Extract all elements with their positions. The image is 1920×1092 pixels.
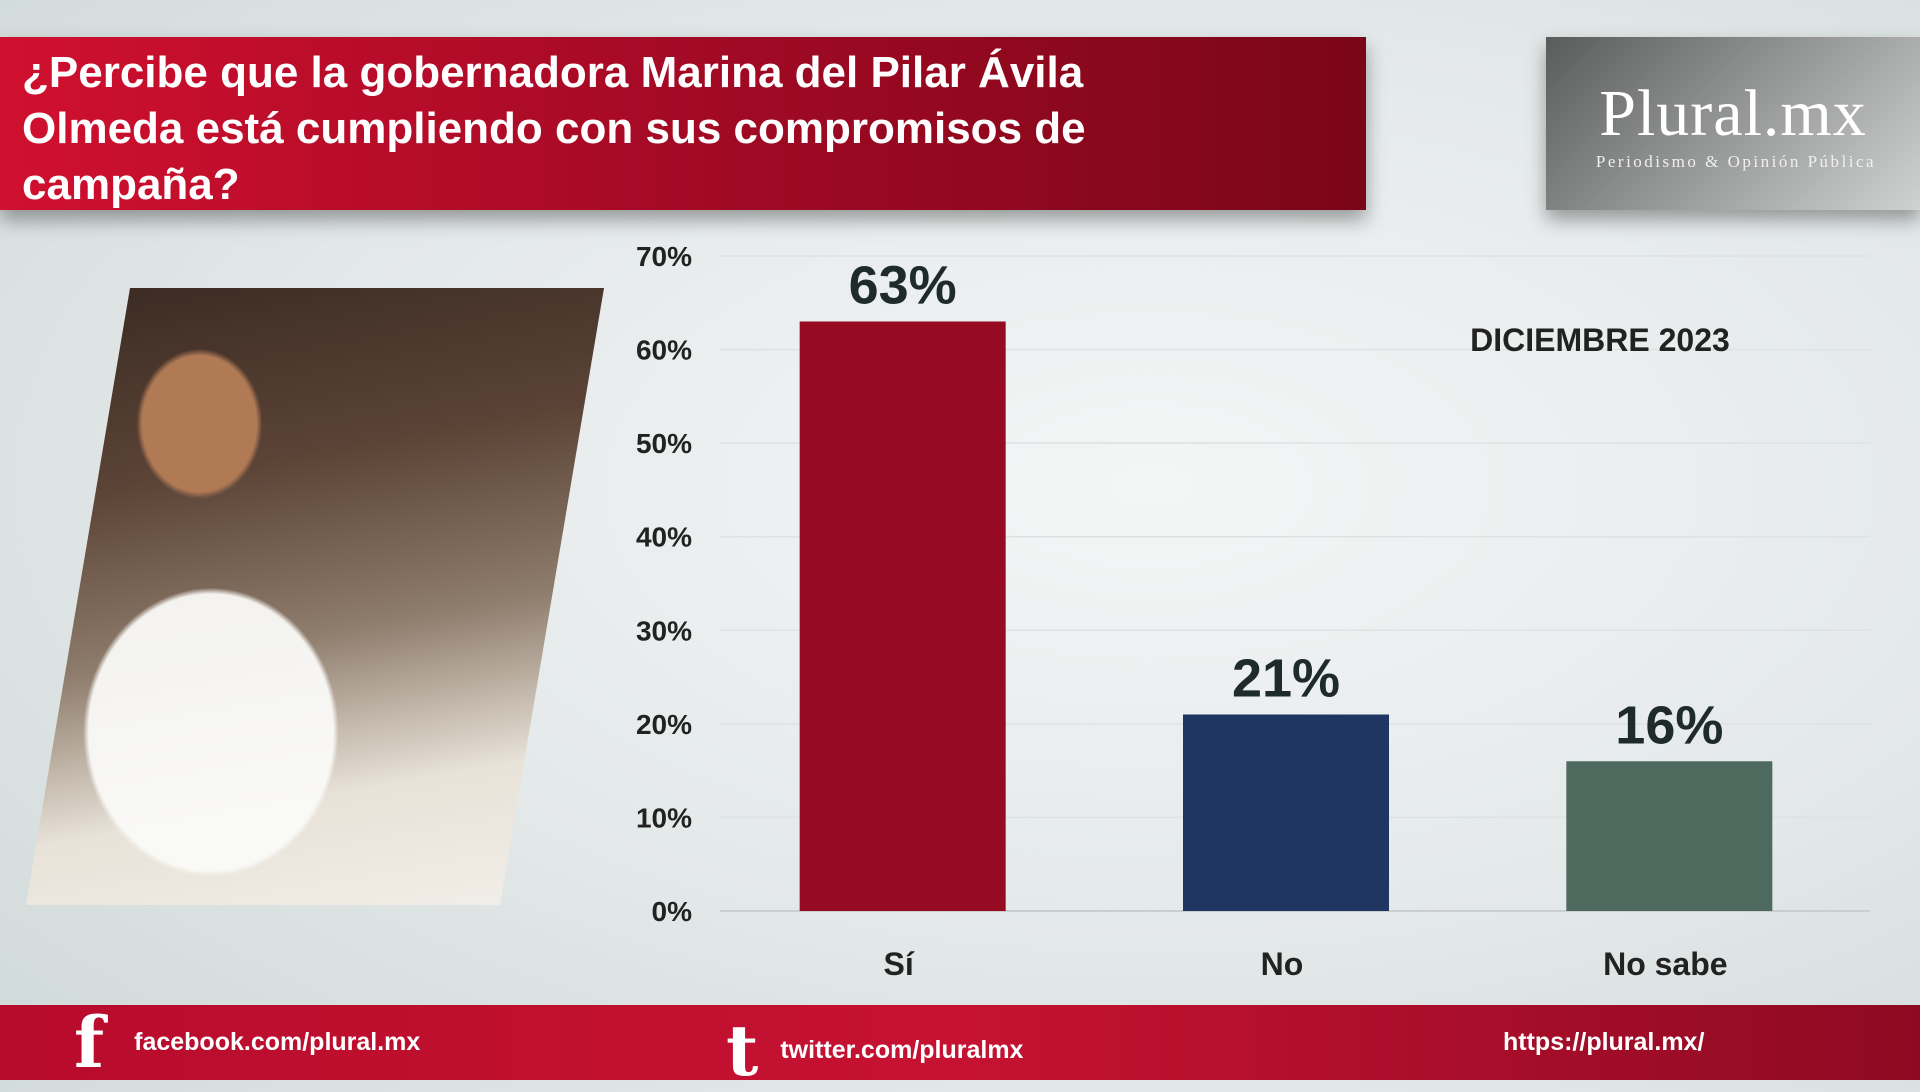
bar — [1183, 714, 1389, 911]
chart-annotation: DICIEMBRE 2023 — [1470, 322, 1730, 358]
bar — [1566, 761, 1773, 911]
y-tick-label: 40% — [636, 522, 692, 553]
facebook-link[interactable]: f facebook.com/plural.mx — [74, 1005, 420, 1080]
bar — [799, 321, 1006, 911]
category-label: No sabe — [1603, 946, 1727, 982]
website-link[interactable]: https://plural.mx/ — [1503, 1005, 1704, 1080]
chart-title: ¿Percibe que la gobernadora Marina del P… — [22, 48, 1086, 209]
footer-bar: f facebook.com/plural.mx t twitter.com/p… — [0, 1005, 1920, 1085]
y-tick-label: 60% — [636, 335, 692, 366]
logo-wordmark: Plural.mx — [1599, 77, 1867, 150]
bar-value-label: 16% — [1615, 695, 1723, 755]
bar-value-label: 63% — [849, 256, 957, 316]
y-tick-label: 20% — [636, 709, 692, 740]
category-label: No — [1261, 946, 1304, 982]
y-tick-label: 30% — [636, 615, 692, 646]
bar-value-label: 21% — [1232, 649, 1340, 709]
website-label: https://plural.mx/ — [1503, 1028, 1705, 1056]
y-tick-label: 10% — [636, 802, 692, 833]
twitter-icon: t — [726, 1008, 759, 1092]
title-banner: ¿Percibe que la gobernadora Marina del P… — [0, 37, 1366, 210]
twitter-link[interactable]: t twitter.com/pluralmx — [726, 1013, 1023, 1088]
facebook-label: facebook.com/plural.mx — [134, 1028, 421, 1056]
plural-logo[interactable]: Plural.mx Periodismo & Opinión Pública — [1546, 37, 1920, 210]
category-label: Sí — [884, 946, 915, 982]
facebook-icon: f — [74, 1000, 105, 1084]
governor-photo — [26, 288, 604, 905]
y-tick-label: 50% — [636, 428, 692, 459]
bar-chart: 0% 10% 20% 30% 40% 50% 60% 70% 63% 21% 16% Sí No No… — [636, 241, 1870, 982]
twitter-label: twitter.com/pluralmx — [780, 1036, 1024, 1064]
logo-tagline: Periodismo & Opinión Pública — [1595, 152, 1877, 171]
y-tick-label: 70% — [636, 241, 692, 272]
y-tick-label: 0% — [652, 896, 693, 927]
